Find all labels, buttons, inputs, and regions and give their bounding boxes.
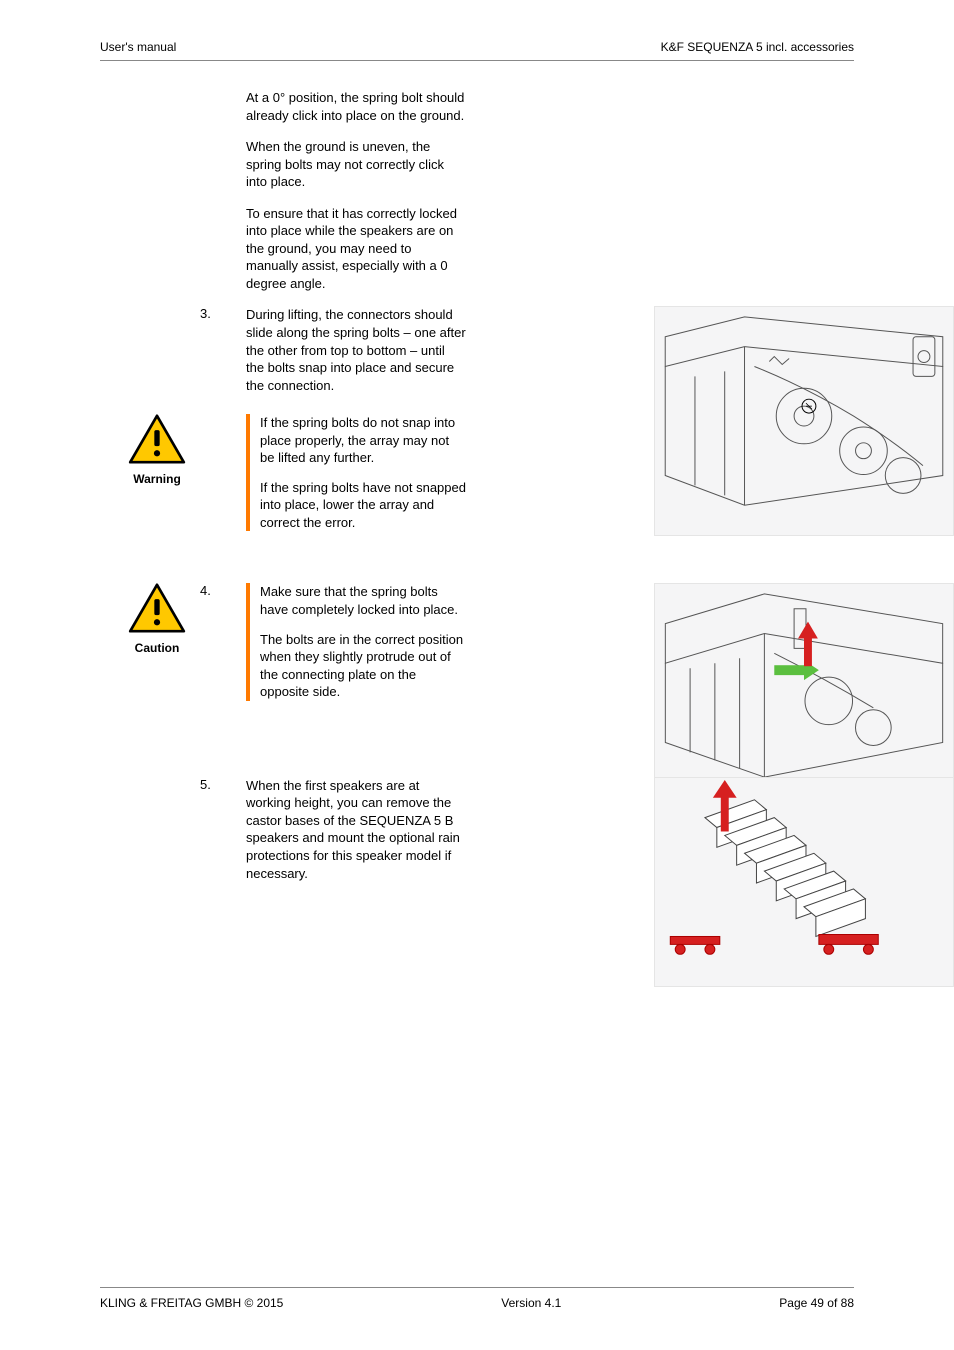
footer-left: KLING & FREITAG GMBH © 2015 [100, 1296, 283, 1310]
warning-label: Warning [120, 471, 194, 487]
header-right: K&F SEQUENZA 5 incl. accessories [661, 40, 854, 54]
caution-p2: The bolts are in the correct position wh… [260, 631, 466, 701]
figure-array-lift [654, 777, 954, 987]
caution-icon: Caution [120, 583, 194, 656]
caution-p1: Make sure that the spring bolts have com… [260, 583, 466, 618]
warning-block: Warning If the spring bolts do not snap … [246, 414, 466, 531]
footer-center: Version 4.1 [501, 1296, 561, 1310]
step3-number: 3. [200, 306, 246, 321]
warning-icon: Warning [120, 414, 194, 487]
intro-p2: When the ground is uneven, the spring bo… [246, 138, 466, 191]
footer-right: Page 49 of 88 [779, 1296, 854, 1310]
header-left: User's manual [100, 40, 176, 54]
step4-number: 4. [200, 583, 246, 598]
figure-bolt-position [654, 583, 954, 793]
figure-connector-detail [654, 306, 954, 536]
warning-p1: If the spring bolts do not snap into pla… [260, 414, 466, 467]
intro-p1: At a 0° position, the spring bolt should… [246, 89, 466, 124]
caution-label: Caution [120, 640, 194, 656]
caution-block: Caution Make sure that the spring bolts … [246, 583, 466, 700]
intro-p3: To ensure that it has correctly locked i… [246, 205, 466, 293]
step5-number: 5. [200, 777, 246, 792]
warning-p2: If the spring bolts have not snapped int… [260, 479, 466, 532]
step3-text: During lifting, the connectors should sl… [246, 306, 466, 394]
step5-text: When the first speakers are at working h… [246, 777, 466, 882]
